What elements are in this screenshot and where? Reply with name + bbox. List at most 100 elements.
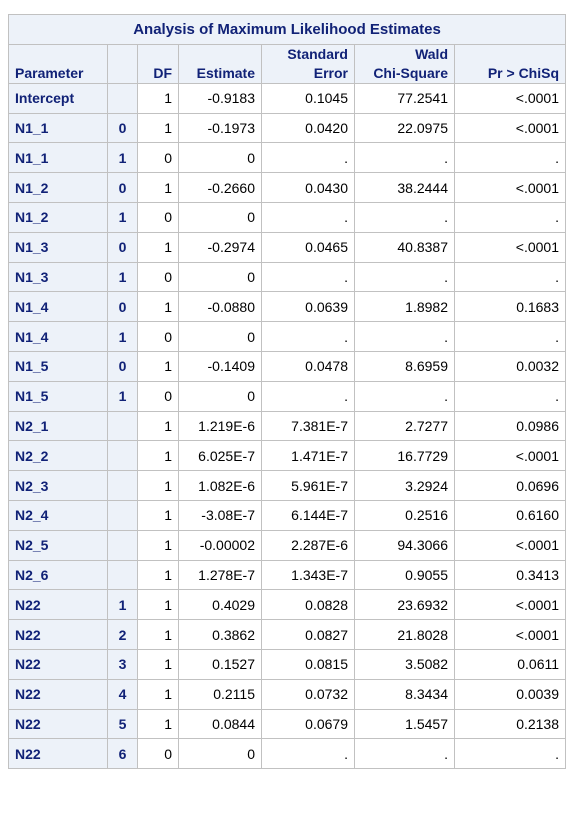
- table-row: N22 6 0 0...: [8, 738, 567, 770]
- row-df: 1: [137, 499, 179, 531]
- row-standard-error: 0.0465: [261, 231, 355, 263]
- row-chi-square: 1.5457: [354, 708, 455, 740]
- row-standard-error: 0.0815: [261, 648, 355, 680]
- row-level: 1: [107, 380, 138, 412]
- row-chi-square: .: [354, 201, 455, 233]
- row-df: 1: [137, 708, 179, 740]
- row-chi-square: .: [354, 142, 455, 174]
- row-level: 3: [107, 648, 138, 680]
- row-standard-error: 0.0679: [261, 708, 355, 740]
- row-estimate: -3.08E-7: [178, 499, 262, 531]
- row-pvalue: .: [453, 321, 567, 352]
- row-standard-error: 1.343E-7: [261, 559, 355, 591]
- header-df: DF: [137, 43, 179, 84]
- row-df: 0: [137, 738, 179, 770]
- row-standard-error: 0.0828: [261, 589, 355, 621]
- row-level: [107, 82, 138, 114]
- row-df: 1: [137, 678, 179, 710]
- row-chi-square: .: [354, 380, 455, 412]
- row-estimate: 0: [178, 261, 262, 293]
- row-parameter: N1_4: [8, 291, 108, 323]
- row-level: 0: [107, 112, 138, 144]
- table-row: N1_3 0 1 -0.2974 0.0465 40.8387 <.0001: [8, 231, 567, 263]
- row-level: 0: [107, 350, 138, 382]
- row-parameter: N1_5: [8, 380, 108, 412]
- row-estimate: 0: [178, 321, 262, 352]
- row-chi-square: 16.7729: [354, 440, 455, 472]
- row-estimate: -0.2974: [178, 231, 262, 263]
- row-standard-error: 0.0430: [261, 172, 355, 203]
- row-standard-error: 0.0827: [261, 619, 355, 650]
- table-row: N2_4 1 -3.08E-7 6.144E-7 0.2516 0.6160: [8, 499, 567, 531]
- table-body: Intercept 1 -0.9183 0.1045 77.2541 <.0001 N1_1…: [8, 82, 567, 770]
- row-estimate: -0.0880: [178, 291, 262, 323]
- row-standard-error: 0.0639: [261, 291, 355, 323]
- row-chi-square: 94.3066: [354, 529, 455, 561]
- row-estimate: 0: [178, 738, 262, 770]
- row-chi-square: 0.2516: [354, 499, 455, 531]
- row-chi-square: .: [354, 321, 455, 352]
- table-row: N1_3 1 0 0...: [8, 261, 567, 293]
- row-chi-square: 3.5082: [354, 648, 455, 680]
- row-df: 0: [137, 321, 179, 352]
- row-df: 1: [137, 291, 179, 323]
- row-pvalue: 0.3413: [453, 559, 567, 591]
- row-df: 0: [137, 201, 179, 233]
- row-estimate: 6.025E-7: [178, 440, 262, 472]
- row-standard-error: 2.287E-6: [261, 529, 355, 561]
- row-level: 6: [107, 738, 138, 770]
- table-row: N1_4 1 0 0...: [8, 321, 567, 352]
- row-standard-error: 0.0420: [261, 112, 355, 144]
- table-row: N22 4 1 0.2115 0.0732 8.3434 0.0039: [8, 678, 567, 710]
- table-row: N22 3 1 0.1527 0.0815 3.5082 0.0611: [8, 648, 567, 680]
- row-df: 1: [137, 648, 179, 680]
- row-pvalue: <.0001: [453, 112, 567, 144]
- header-wald-chi-square: Wald Chi-Square: [354, 43, 455, 84]
- row-df: 1: [137, 470, 179, 501]
- row-df: 0: [137, 380, 179, 412]
- header-parameter: Parameter: [8, 43, 108, 84]
- row-df: 1: [137, 172, 179, 203]
- header-wald-line1: Wald: [415, 45, 448, 62]
- row-pvalue: <.0001: [453, 172, 567, 203]
- table-row: N1_1 0 1 -0.1973 0.0420 22.0975 <.0001: [8, 112, 567, 144]
- row-parameter: N22: [8, 708, 108, 740]
- row-standard-error: .: [261, 201, 355, 233]
- row-df: 1: [137, 231, 179, 263]
- row-parameter: N2_1: [8, 410, 108, 442]
- row-standard-error: 0.0478: [261, 350, 355, 382]
- table-row: N2_1 1 1.219E-6 7.381E-7 2.7277 0.0986: [8, 410, 567, 442]
- row-df: 1: [137, 440, 179, 472]
- row-parameter: N2_5: [8, 529, 108, 561]
- row-parameter: N22: [8, 738, 108, 770]
- row-chi-square: .: [354, 261, 455, 293]
- table-row: N22 1 1 0.4029 0.0828 23.6932 <.0001: [8, 589, 567, 621]
- row-level: [107, 440, 138, 472]
- header-estimate: Estimate: [178, 43, 262, 84]
- row-parameter: N1_3: [8, 231, 108, 263]
- row-standard-error: .: [261, 142, 355, 174]
- row-chi-square: 38.2444: [354, 172, 455, 203]
- row-parameter: N1_2: [8, 172, 108, 203]
- row-pvalue: 0.0696: [453, 470, 567, 501]
- row-pvalue: 0.1683: [453, 291, 567, 323]
- row-df: 1: [137, 112, 179, 144]
- table-row: N2_5 1 -0.00002 2.287E-6 94.3066 <.0001: [8, 529, 567, 561]
- row-chi-square: 22.0975: [354, 112, 455, 144]
- row-estimate: 0.4029: [178, 589, 262, 621]
- header-wald-line2: Chi-Square: [373, 64, 448, 81]
- row-chi-square: 2.7277: [354, 410, 455, 442]
- row-pvalue: <.0001: [453, 529, 567, 561]
- row-parameter: N2_3: [8, 470, 108, 501]
- row-chi-square: 77.2541: [354, 82, 455, 114]
- row-pvalue: <.0001: [453, 440, 567, 472]
- row-parameter: N1_1: [8, 142, 108, 174]
- row-standard-error: .: [261, 380, 355, 412]
- mle-estimates-table: Analysis of Maximum Likelihood Estimates…: [7, 14, 567, 770]
- row-chi-square: 3.2924: [354, 470, 455, 501]
- row-pvalue: 0.2138: [453, 708, 567, 740]
- row-chi-square: 23.6932: [354, 589, 455, 621]
- row-df: 0: [137, 261, 179, 293]
- row-standard-error: .: [261, 321, 355, 352]
- row-standard-error: .: [261, 261, 355, 293]
